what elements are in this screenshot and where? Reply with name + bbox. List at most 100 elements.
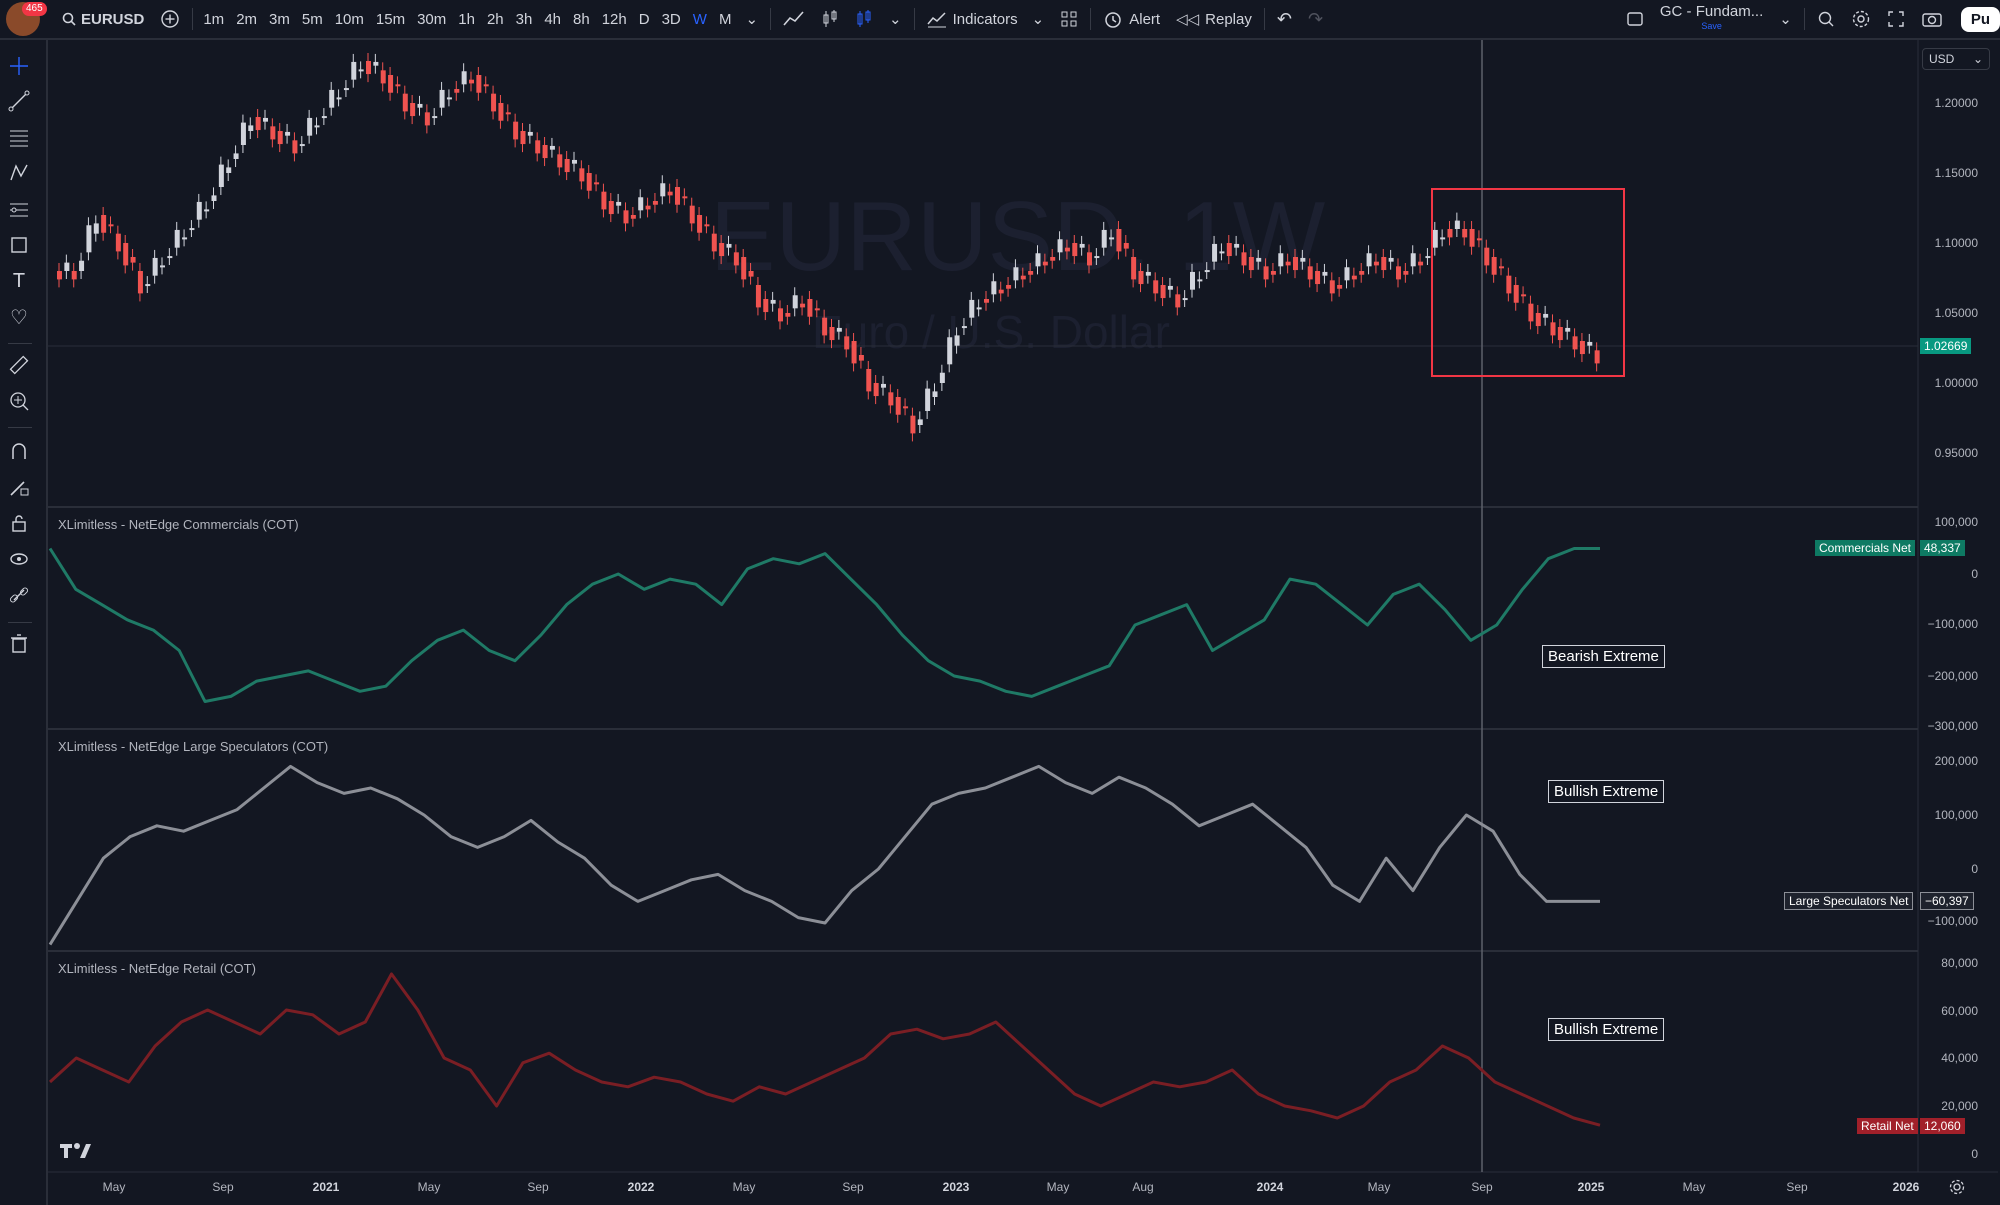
time-tick-label: Sep xyxy=(1786,1180,1808,1194)
layout-square-icon[interactable] xyxy=(1618,0,1652,38)
candle-body xyxy=(395,84,401,87)
candle-body xyxy=(130,257,136,263)
layout-chevron-icon[interactable]: ⌄ xyxy=(1779,11,1792,28)
candle-body xyxy=(601,191,607,210)
zoom-in-icon[interactable] xyxy=(8,390,30,412)
undo-icon[interactable]: ↶ xyxy=(1276,8,1292,29)
candle-body xyxy=(1131,257,1137,280)
compare-symbol-button[interactable] xyxy=(152,0,188,38)
fullscreen-icon[interactable] xyxy=(1879,0,1913,38)
interval-3h[interactable]: 3h xyxy=(515,10,533,28)
shapes-icon[interactable] xyxy=(8,234,30,256)
interval-2m[interactable]: 2m xyxy=(236,10,258,28)
camera-icon[interactable] xyxy=(1913,0,1951,38)
templates-grid-icon[interactable] xyxy=(1052,0,1086,38)
time-tick-label: Sep xyxy=(1471,1180,1493,1194)
time-axis-settings-gear-icon[interactable] xyxy=(1948,1178,1966,1201)
candle-body xyxy=(292,140,298,154)
interval-8h[interactable]: 8h xyxy=(573,10,590,28)
interval-2h[interactable]: 2h xyxy=(486,10,504,28)
candle-body xyxy=(1484,247,1490,266)
indicators-button[interactable]: Indicators ⌄ xyxy=(919,0,1053,38)
candle-body xyxy=(1020,275,1026,280)
settings-gear-icon[interactable] xyxy=(1843,0,1879,38)
indicators-chevron-icon[interactable]: ⌄ xyxy=(1031,11,1045,28)
commercials-pane-title: XLimitless - NetEdge Commercials (COT) xyxy=(58,517,299,532)
time-tick-label: May xyxy=(1046,1180,1070,1194)
tradingview-logo[interactable] xyxy=(60,1142,92,1165)
trash-icon[interactable] xyxy=(8,632,30,654)
retail-net-line xyxy=(48,972,1601,1127)
candle-body xyxy=(858,355,864,361)
alert-button[interactable]: Alert xyxy=(1095,0,1168,38)
interval-3d[interactable]: 3D xyxy=(661,10,681,28)
time-tick-label: 2026 xyxy=(1892,1180,1920,1194)
text-icon[interactable]: T xyxy=(12,269,26,292)
candle-body xyxy=(446,97,452,100)
interval-15m[interactable]: 15m xyxy=(375,10,406,28)
more-intervals-chevron-icon[interactable]: ⌄ xyxy=(745,11,759,28)
candle-body xyxy=(211,195,217,201)
candle-body xyxy=(763,299,769,313)
time-tick-label: 2023 xyxy=(942,1180,970,1194)
candle-body xyxy=(939,372,945,383)
interval-4h[interactable]: 4h xyxy=(544,10,562,28)
replay-button[interactable]: ◁◁ Replay xyxy=(1168,0,1260,38)
candle-body xyxy=(307,117,313,136)
chart-type-chevron-icon[interactable]: ⌄ xyxy=(889,11,902,28)
divider xyxy=(8,622,32,623)
interval-5m[interactable]: 5m xyxy=(301,10,323,28)
interval-1m[interactable]: 1m xyxy=(203,10,225,28)
price-tick-label: 0.95000 xyxy=(1934,446,1978,460)
interval-3m[interactable]: 3m xyxy=(269,10,290,28)
bar-chart-icon[interactable] xyxy=(813,0,847,38)
trend-line-icon[interactable] xyxy=(8,90,30,112)
eye-icon[interactable] xyxy=(8,548,30,570)
candles-icon[interactable] xyxy=(847,0,881,38)
interval-d[interactable]: D xyxy=(638,10,650,28)
divider xyxy=(8,427,32,428)
candle-body xyxy=(1432,229,1438,248)
layout-name-button[interactable]: GC - Fundam... Save xyxy=(1652,0,1771,38)
currency-chevron-icon: ⌄ xyxy=(1972,52,1983,66)
interval-12h[interactable]: 12h xyxy=(601,10,627,28)
interval-1h[interactable]: 1h xyxy=(458,10,475,28)
candle-body xyxy=(101,215,107,233)
line-chart-icon[interactable] xyxy=(775,0,813,38)
currency-selector[interactable]: USD ⌄ xyxy=(1922,48,1990,70)
user-avatar[interactable]: 465 xyxy=(6,2,47,36)
heart-icon[interactable]: ♡ xyxy=(10,306,28,329)
quick-search-icon[interactable] xyxy=(1809,0,1843,38)
lock-icon[interactable] xyxy=(8,512,30,534)
candle-body xyxy=(299,144,305,147)
divider xyxy=(1803,8,1805,30)
forecast-icon[interactable] xyxy=(8,198,30,220)
candle-body xyxy=(71,271,77,280)
candle-body xyxy=(1285,261,1291,266)
candle-body xyxy=(1440,237,1446,240)
candle-body xyxy=(1381,257,1387,271)
divider xyxy=(913,8,915,30)
interval-30m[interactable]: 30m xyxy=(417,10,447,28)
interval-m[interactable]: M xyxy=(718,10,732,28)
interval-w[interactable]: W xyxy=(692,10,707,28)
candle-body xyxy=(1013,267,1019,281)
ruler-icon[interactable] xyxy=(8,354,30,376)
draw-lock-pencil-icon[interactable] xyxy=(8,476,30,498)
price-tick-label: 1.00000 xyxy=(1934,376,1978,390)
symbol-search[interactable]: EURUSD xyxy=(54,0,152,38)
time-tick-label: May xyxy=(1367,1180,1391,1194)
redo-icon[interactable]: ↷ xyxy=(1307,8,1324,29)
crosshair-icon[interactable] xyxy=(8,55,30,77)
speculators-net-value: −60,397 xyxy=(1920,892,1974,910)
fib-retracement-icon[interactable] xyxy=(8,126,30,148)
pattern-icon[interactable] xyxy=(8,162,30,184)
publish-button[interactable]: Pu xyxy=(1960,6,2000,32)
candle-body xyxy=(424,112,430,126)
top-toolbar: 465 EURUSD 1m 2m 3m 5m 10m 15m 30m 1h 2h 3h 4h 8h 12… xyxy=(0,0,2000,40)
interval-10m[interactable]: 10m xyxy=(334,10,364,28)
magnet-icon[interactable] xyxy=(8,440,30,462)
link-icon[interactable] xyxy=(8,584,30,606)
candle-body xyxy=(1315,271,1321,285)
